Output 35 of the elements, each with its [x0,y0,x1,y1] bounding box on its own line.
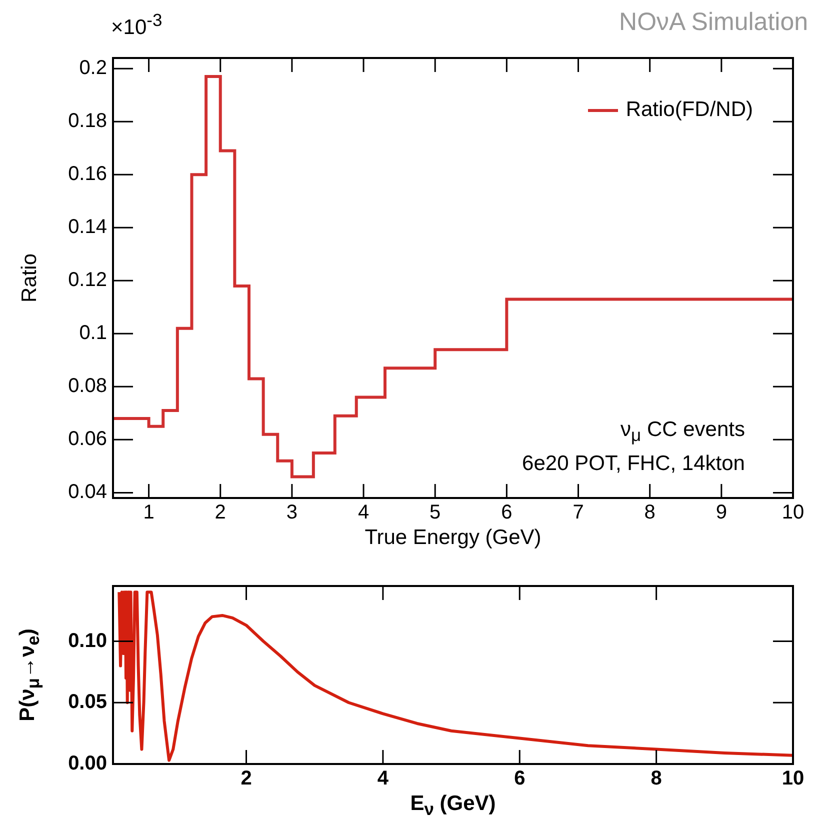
text: ×10$^{-3}$ [111,10,162,40]
legend-label: Ratio(FD/ND) [626,98,753,122]
x-tick-label: 2 [214,502,226,524]
x-tick-label: 3 [286,502,298,524]
annotation: ν$_{μ}$ CC events [620,418,745,446]
y-axis-title: Ratio [18,253,42,303]
y-tick-label: 0.08 [68,375,107,398]
y-tick-label: 0.18 [68,110,107,132]
y-tick-label: 0.2 [79,57,107,80]
y-tick-label: 0.14 [68,216,107,238]
x-tick-label: 6 [501,502,512,524]
y-tick-label: 0.05 [68,691,107,714]
x-tick-label: 4 [377,768,390,790]
y-tick-label: 0.12 [68,269,107,292]
x-axis-title: True Energy (GeV) [364,526,542,550]
y-tick-label: 0.10 [68,630,107,652]
x-tick-label: 7 [572,502,584,524]
x-tick-label: 2 [240,768,252,790]
x-tick-label: 8 [650,768,662,790]
annotation: 6e20 POT, FHC, 14kton [522,452,745,476]
x-tick-label: 10 [782,768,804,790]
x-tick-label: 9 [716,502,727,524]
x-axis-title: E$_{ν}$ (GeV) [409,792,497,820]
x-tick-label: 1 [143,502,154,524]
y-tick-label: 0.06 [68,428,107,450]
y-tick-label: 0.16 [68,163,107,186]
x-tick-label: 4 [358,502,370,524]
x-tick-label: 10 [782,502,804,524]
x-tick-label: 5 [430,502,441,524]
y-tick-label: 0.04 [68,481,107,504]
y-tick-label: 0.1 [79,322,107,344]
text: NOνA Simulation [619,8,808,37]
y-tick-label: 0.00 [68,752,107,775]
x-tick-label: 8 [644,502,656,524]
x-tick-label: 6 [514,768,526,790]
